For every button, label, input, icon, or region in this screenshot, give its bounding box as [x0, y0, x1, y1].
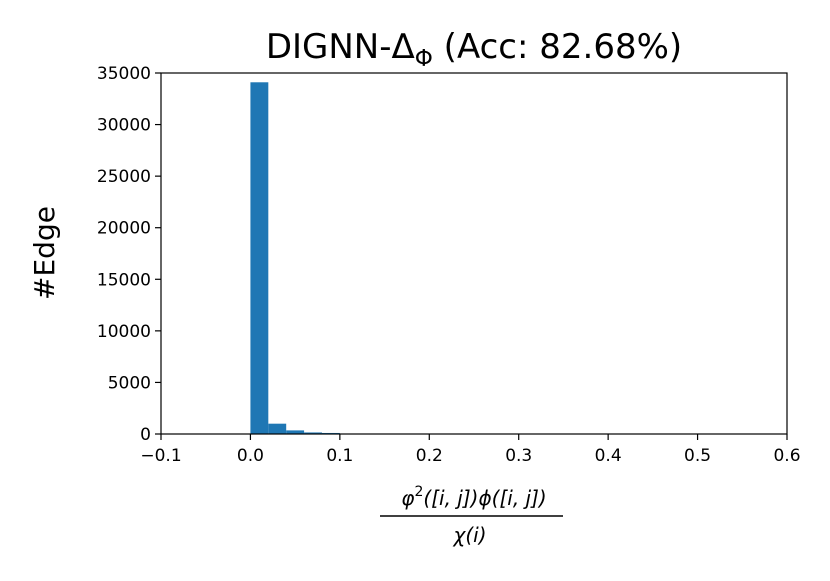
- y-tick-label: 20000: [97, 219, 151, 239]
- x-tick-label: −0.1: [140, 446, 181, 466]
- y-tick-label: 35000: [97, 64, 151, 84]
- y-tick-label: 10000: [97, 322, 151, 342]
- numerator-part: ([i, j])ϕ([i, j]): [423, 486, 546, 510]
- plot-frame: [160, 72, 788, 435]
- x-tick-label: 0.3: [505, 446, 532, 466]
- title-subscript: Φ: [415, 46, 433, 72]
- bar: [268, 423, 287, 434]
- bar: [304, 432, 322, 434]
- x-label-numerator: φ2([i, j])ϕ([i, j]): [401, 484, 546, 510]
- title-main: DIGNN-Δ: [266, 27, 415, 67]
- x-tick-label: 0.1: [326, 446, 353, 466]
- bar: [286, 430, 305, 434]
- y-tick-label: 5000: [108, 373, 151, 393]
- y-tick-label: 0: [140, 425, 151, 445]
- y-axis-label: #Edge: [28, 206, 61, 300]
- y-tick-label: 25000: [97, 167, 151, 187]
- y-tick-label: 30000: [97, 116, 151, 136]
- y-tick-label: 15000: [97, 270, 151, 290]
- x-label-denominator: χ(i): [453, 523, 487, 547]
- x-tick-label: 0.4: [595, 446, 622, 466]
- numerator-part: φ: [401, 486, 414, 510]
- x-tick-label: 0.5: [684, 446, 711, 466]
- bar: [250, 82, 269, 434]
- chart-title: DIGNN-ΔΦ (Acc: 82.68%): [266, 27, 682, 72]
- title-rest: (Acc: 82.68%): [433, 27, 682, 67]
- numerator-superscript: 2: [415, 484, 424, 500]
- x-tick-label: 0.6: [773, 446, 800, 466]
- x-tick-label: 0.0: [237, 446, 264, 466]
- x-tick-label: 0.2: [416, 446, 443, 466]
